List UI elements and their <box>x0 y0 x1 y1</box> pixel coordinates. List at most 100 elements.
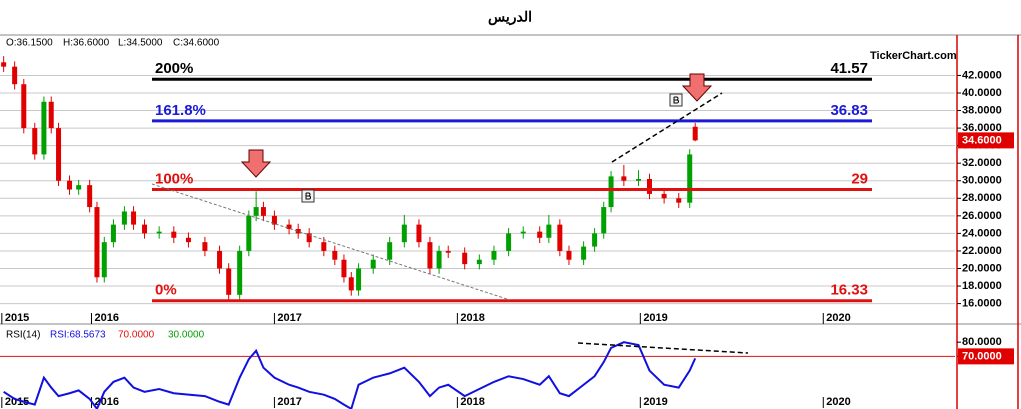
candle-body <box>356 268 362 291</box>
fib-level-name: 100% <box>155 170 193 187</box>
legend-entry: RSI:68.5673 <box>50 330 106 341</box>
candle-body <box>217 250 223 269</box>
candle-body <box>76 185 82 190</box>
fib-level-value: 16.33 <box>830 282 868 299</box>
candle-body <box>427 242 433 269</box>
fib-level-value: 36.83 <box>830 102 868 119</box>
fib-level-value: 29 <box>851 170 868 187</box>
candle-body <box>601 207 607 234</box>
candle-body <box>676 198 682 203</box>
y-tick-label: 24.0000 <box>962 227 1002 239</box>
candle-body <box>332 250 338 260</box>
trend-line <box>151 183 511 301</box>
y-tick-label: 28.0000 <box>962 192 1002 204</box>
x-tick-label: 2020 <box>826 312 850 324</box>
candle-body <box>621 176 627 181</box>
candle-body <box>142 224 148 234</box>
last-price-box <box>958 132 1014 149</box>
indicator-title: RSI(14) <box>6 330 40 341</box>
x-tick-label: 2019 <box>643 396 667 408</box>
candle-body <box>557 224 563 251</box>
candle-body <box>121 211 127 225</box>
candle-body <box>476 259 482 265</box>
candle-body <box>566 250 572 260</box>
candle-body <box>21 84 27 129</box>
candle-body <box>87 185 93 208</box>
candle-body <box>260 207 266 216</box>
x-tick-label: 2017 <box>277 396 301 408</box>
candle-body <box>110 224 116 243</box>
y-tick-label: 38.0000 <box>962 104 1002 116</box>
candle-body <box>226 268 232 295</box>
candle-body <box>67 180 73 190</box>
candle-body <box>370 259 376 269</box>
y-tick-label: 36.0000 <box>962 122 1002 134</box>
y-tick-label: 16.0000 <box>962 297 1002 309</box>
y-tick-label: 40.0000 <box>962 87 1002 99</box>
y-tick-label: 70.0000 <box>962 350 1002 362</box>
info: C:34.6000 <box>173 38 220 49</box>
candle-body <box>462 252 468 265</box>
candle-body <box>321 242 327 251</box>
candle-body <box>306 233 312 243</box>
x-tick-label: 2015 <box>5 396 29 408</box>
fib-level-name: 0% <box>155 282 177 299</box>
x-tick-label: 2018 <box>460 396 484 408</box>
candle-body <box>387 242 393 260</box>
buy-marker <box>673 96 679 104</box>
candle-body <box>506 233 512 251</box>
y-tick-label: 18.0000 <box>962 280 1002 292</box>
candle-body <box>646 178 652 194</box>
info: L:34.5000 <box>118 38 163 49</box>
candle-body <box>185 237 191 243</box>
candle-body <box>661 193 667 199</box>
candle-body <box>608 176 614 208</box>
price-panel: 16.0000 18.0000 20.0000 22.0000 24.0000 26.00… <box>0 56 1014 324</box>
y-tick-label: 32.0000 <box>962 157 1002 169</box>
candle-body <box>1 62 7 67</box>
candle-body <box>592 233 598 247</box>
info: H:36.6000 <box>63 38 110 49</box>
candle-body <box>156 231 162 234</box>
last-price-label: 34.6000 <box>962 134 1002 146</box>
y-tick-label: 80.0000 <box>962 336 1002 348</box>
level-name: 30.0000 <box>168 330 205 341</box>
info: O:36.1500 <box>6 38 53 49</box>
candle-body <box>131 211 137 225</box>
candle-body <box>348 277 354 291</box>
candle-body <box>32 128 38 155</box>
candle-body <box>237 250 243 295</box>
arrow <box>240 149 272 178</box>
y-tick-label: 26.0000 <box>962 210 1002 222</box>
candle-body <box>295 229 301 234</box>
candle-body <box>341 259 347 278</box>
candle-body <box>491 250 497 260</box>
watermark: TickerChart.com <box>870 50 957 62</box>
candle-body <box>581 246 587 260</box>
candle-body <box>445 250 451 253</box>
y-tick-label: 20.0000 <box>962 262 1002 274</box>
fib-level-value: 41.57 <box>830 60 868 77</box>
trend-line <box>611 92 723 163</box>
fib-level-name: 161.8% <box>155 102 206 119</box>
candle-body <box>635 178 641 181</box>
candle-body <box>48 101 54 129</box>
candle-body <box>520 231 526 234</box>
candle-body <box>271 215 277 225</box>
candle-body <box>436 250 442 269</box>
candle-body <box>171 231 177 238</box>
candle-body <box>692 126 698 141</box>
x-tick-label: 2016 <box>94 312 118 324</box>
candle-body <box>41 101 47 155</box>
x-tick-label: 2017 <box>277 312 301 324</box>
candle-body <box>101 242 107 278</box>
x-tick-label: 2020 <box>826 396 850 408</box>
arrow <box>681 73 713 102</box>
candle-body <box>416 224 422 243</box>
candle-body <box>253 207 259 216</box>
candle-body <box>537 231 543 238</box>
candle-body <box>12 66 18 85</box>
